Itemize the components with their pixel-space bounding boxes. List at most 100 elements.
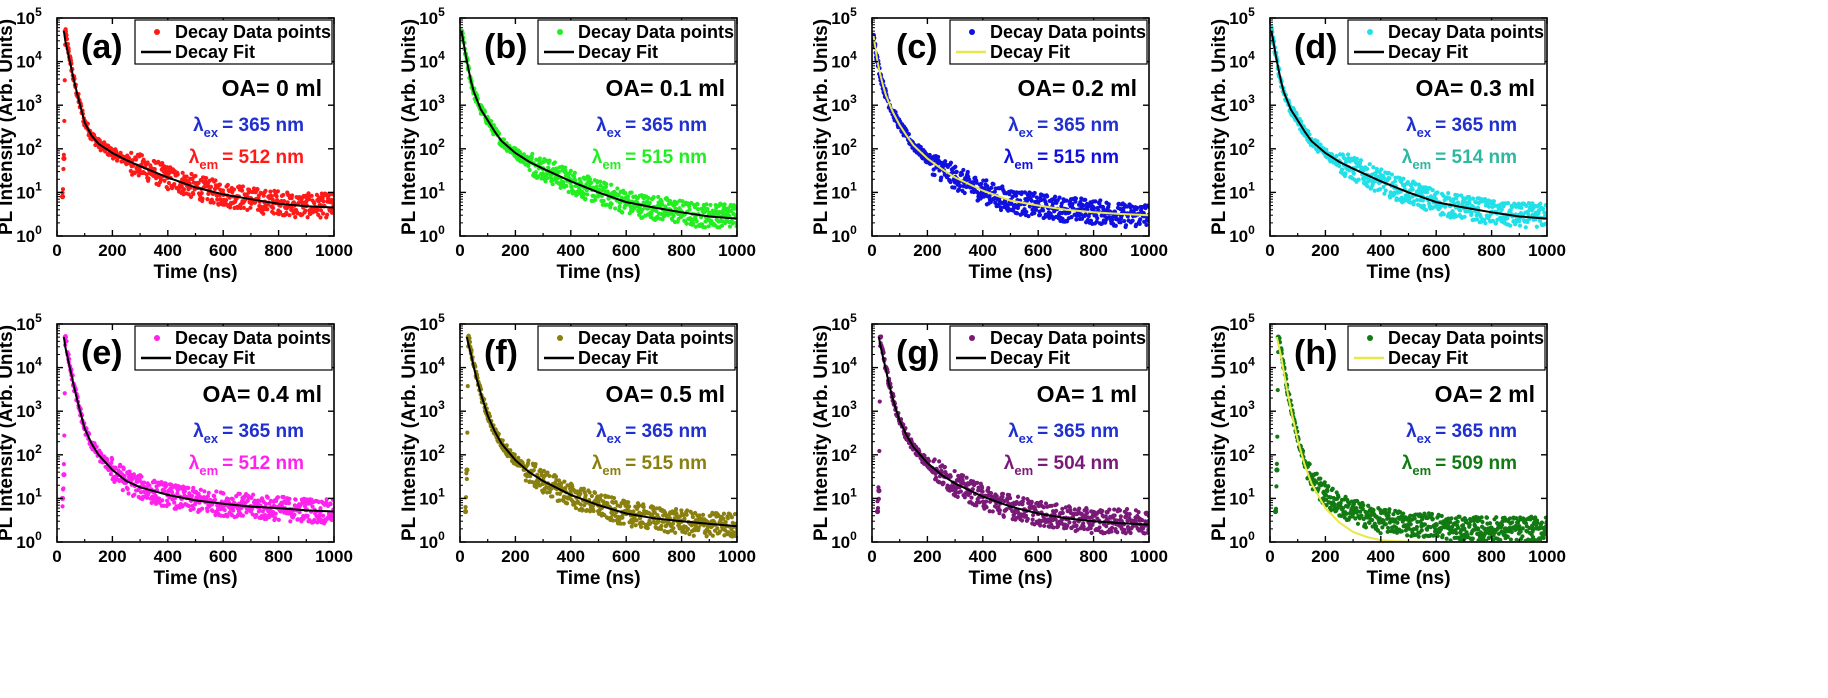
y-tick-label: 103 <box>16 92 42 115</box>
data-point <box>186 503 191 509</box>
data-point <box>504 443 509 448</box>
lambda-ex: λex = 365 nm <box>1008 115 1119 140</box>
x-tick-label: 200 <box>501 547 529 566</box>
y-tick-base: 10 <box>831 140 850 159</box>
data-point <box>1458 208 1463 213</box>
data-point <box>164 483 169 488</box>
data-point <box>533 461 538 467</box>
data-point <box>97 138 102 143</box>
data-point <box>303 208 308 213</box>
data-point <box>305 513 310 519</box>
data-point <box>692 205 698 210</box>
data-point <box>290 193 295 198</box>
data-point <box>564 183 569 189</box>
data-point <box>282 198 287 204</box>
data-point <box>465 430 470 435</box>
data-points <box>59 334 334 526</box>
data-point <box>941 480 946 485</box>
y-tick-label: 102 <box>1229 136 1255 159</box>
x-tick-label: 600 <box>612 241 640 260</box>
data-point <box>1542 210 1547 215</box>
y-tick-label: 101 <box>16 485 42 508</box>
data-point <box>555 176 560 181</box>
y-tick-base: 10 <box>1229 183 1248 202</box>
data-point <box>157 496 162 501</box>
panel-e: 0 200 400 600 800 1000100101102103104105Time … <box>0 311 353 589</box>
data-point <box>697 513 702 518</box>
x-tick-label: 600 <box>612 547 640 566</box>
data-point <box>1340 167 1345 172</box>
data-point <box>962 495 967 500</box>
panel-f: 0 200 400 600 800 1000100101102103104105Time … <box>399 311 756 589</box>
data-point <box>548 175 554 180</box>
data-point <box>671 213 676 218</box>
data-point <box>1456 201 1461 206</box>
condition-label: OA= 0 ml <box>222 75 322 101</box>
lambda-sub: em <box>199 157 218 172</box>
y-tick-label: 103 <box>419 92 445 115</box>
data-point <box>730 220 736 225</box>
data-point <box>172 500 177 505</box>
data-point <box>609 201 614 207</box>
data-point <box>240 184 246 189</box>
y-tick-label: 101 <box>1229 179 1255 202</box>
data-point <box>647 200 652 205</box>
data-point <box>241 205 246 210</box>
data-point <box>266 515 272 520</box>
data-point <box>239 188 245 193</box>
y-tick-exp: 2 <box>35 442 42 456</box>
fit-line <box>1270 30 1547 220</box>
data-point <box>709 218 714 224</box>
data-point <box>526 458 531 463</box>
y-tick-base: 10 <box>1229 140 1248 159</box>
lambda-ex: λex = 365 nm <box>596 421 707 446</box>
x-axis-label: Time (ns) <box>556 262 640 283</box>
data-point <box>984 505 989 510</box>
data-point <box>1389 172 1395 177</box>
data-point <box>261 193 266 198</box>
legend-marker <box>154 29 160 35</box>
fit-line <box>460 30 737 220</box>
data-point <box>320 195 325 200</box>
y-tick-base: 10 <box>16 96 35 115</box>
data-point <box>937 459 942 464</box>
data-point <box>141 480 147 485</box>
y-tick-label: 104 <box>16 355 42 378</box>
y-tick-label: 105 <box>419 5 445 28</box>
lambda-value: = 514 nm <box>1435 147 1517 168</box>
data-point <box>284 210 289 215</box>
data-point <box>165 498 170 503</box>
data-point <box>189 493 195 499</box>
data-point <box>1470 196 1476 201</box>
lambda-symbol: λ <box>1406 115 1417 136</box>
data-point <box>543 179 548 184</box>
data-point <box>1482 197 1488 202</box>
data-point <box>594 184 599 189</box>
data-point <box>120 488 125 493</box>
data-point <box>878 334 884 339</box>
y-tick-exp: 5 <box>850 5 857 19</box>
y-tick-base: 10 <box>16 227 35 246</box>
lambda-symbol: λ <box>189 147 200 168</box>
data-point <box>274 194 279 199</box>
data-point <box>694 219 699 224</box>
data-point <box>305 215 310 220</box>
data-point <box>980 489 985 494</box>
y-tick-exp: 4 <box>35 355 42 369</box>
data-point <box>1070 202 1075 207</box>
x-tick-label: 400 <box>154 241 182 260</box>
data-point <box>535 174 541 179</box>
data-point <box>964 184 969 190</box>
data-point <box>257 507 262 512</box>
data-point <box>631 509 636 514</box>
data-point <box>932 457 937 462</box>
data-point <box>523 478 528 483</box>
data-point <box>146 176 151 181</box>
data-point <box>254 512 259 518</box>
lambda-sub: ex <box>607 431 622 446</box>
data-point <box>196 180 201 185</box>
y-tick-label: 102 <box>16 442 42 465</box>
data-point <box>708 202 713 208</box>
